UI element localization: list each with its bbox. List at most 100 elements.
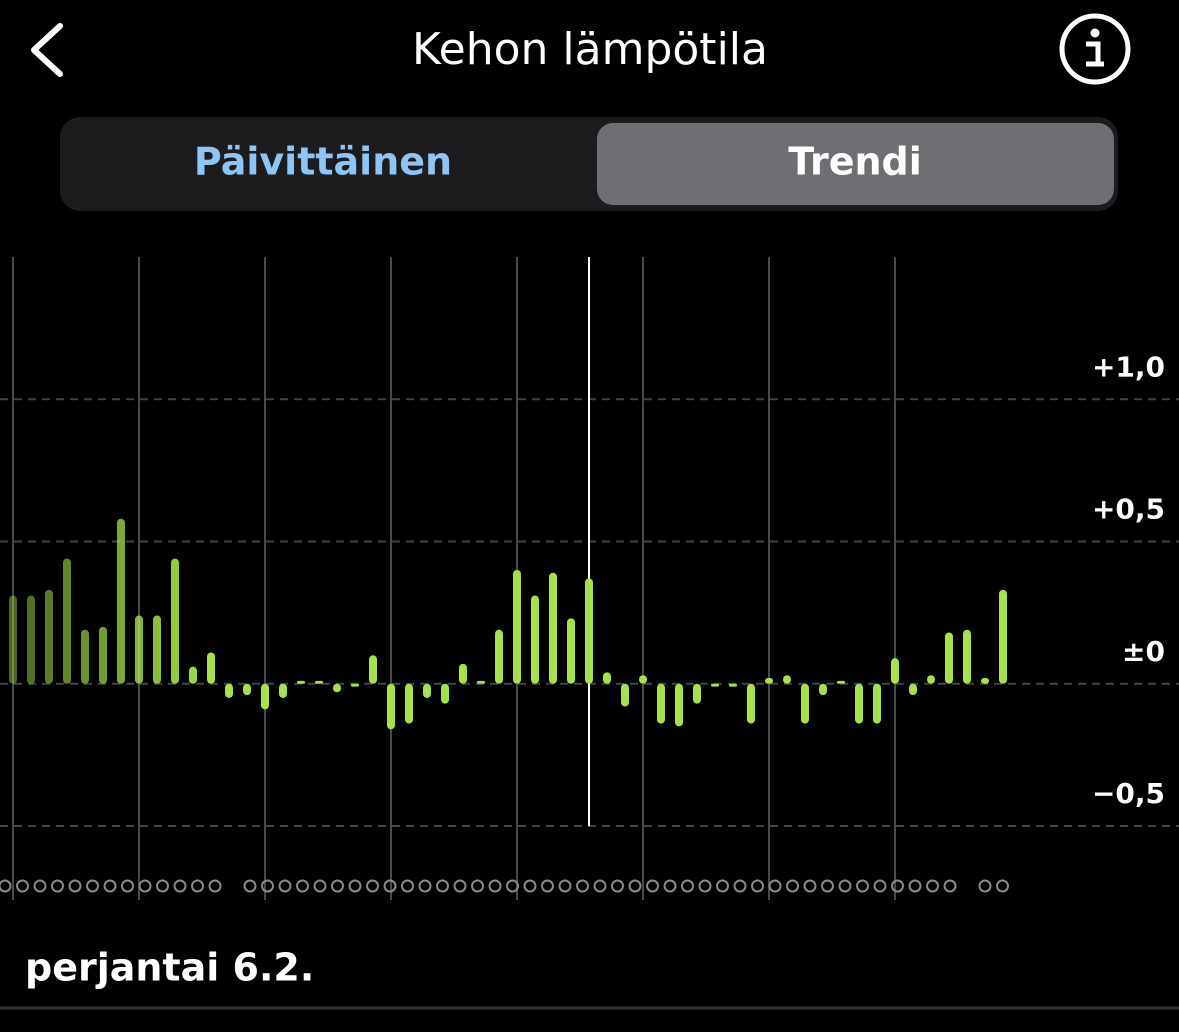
bar bbox=[243, 683, 251, 696]
bar bbox=[801, 683, 809, 724]
bar bbox=[873, 683, 881, 724]
status-dot bbox=[996, 879, 1009, 893]
bar bbox=[855, 683, 863, 724]
status-dot bbox=[208, 879, 222, 893]
bar bbox=[891, 658, 899, 684]
status-dot bbox=[926, 879, 939, 893]
bar bbox=[279, 683, 287, 698]
status-dot bbox=[751, 879, 764, 893]
status-dot bbox=[173, 879, 187, 893]
selected-date: perjantai 6.2. bbox=[25, 946, 314, 990]
bar bbox=[171, 558, 179, 684]
info-button[interactable] bbox=[1059, 13, 1131, 85]
status-dot bbox=[243, 879, 257, 893]
status-dot bbox=[121, 879, 134, 893]
status-dot bbox=[856, 879, 869, 893]
bar bbox=[765, 678, 773, 684]
bar bbox=[603, 672, 611, 684]
status-dot bbox=[138, 879, 152, 893]
status-dot bbox=[716, 879, 729, 893]
status-dot bbox=[348, 879, 362, 893]
status-dot bbox=[68, 879, 82, 893]
bar bbox=[261, 683, 269, 710]
selected-segment bbox=[597, 123, 1114, 205]
bar bbox=[549, 572, 557, 684]
y-tick-label: +1,0 bbox=[1092, 350, 1165, 383]
status-dot bbox=[628, 879, 642, 893]
bar bbox=[783, 675, 791, 684]
bar bbox=[441, 683, 449, 704]
status-dot bbox=[51, 879, 64, 893]
bar bbox=[315, 680, 323, 684]
status-dot bbox=[261, 879, 274, 893]
bar bbox=[999, 589, 1007, 684]
bar bbox=[45, 589, 53, 684]
tab[interactable]: Päivittäinen bbox=[194, 140, 452, 184]
status-dot bbox=[331, 879, 344, 893]
tab[interactable]: Trendi bbox=[788, 140, 922, 184]
status-dot bbox=[803, 879, 817, 893]
bar bbox=[747, 683, 755, 724]
status-dot bbox=[541, 879, 554, 893]
bar bbox=[621, 683, 629, 707]
bar bbox=[981, 678, 989, 684]
bar bbox=[423, 683, 431, 698]
bar bbox=[495, 629, 503, 684]
status-dot bbox=[943, 879, 957, 893]
bar bbox=[459, 663, 467, 684]
status-dot bbox=[86, 879, 99, 893]
bar bbox=[675, 683, 683, 727]
y-tick-label: −0,5 bbox=[1092, 777, 1165, 810]
bar bbox=[837, 680, 845, 684]
status-dot bbox=[663, 879, 677, 893]
bar bbox=[189, 666, 197, 684]
status-dot bbox=[383, 879, 397, 893]
bar bbox=[405, 683, 413, 724]
bar bbox=[657, 683, 665, 724]
status-dot bbox=[523, 879, 537, 893]
status-dot bbox=[296, 879, 309, 893]
bar bbox=[693, 683, 701, 704]
bar bbox=[135, 615, 143, 684]
status-dot bbox=[156, 879, 169, 893]
info-circle bbox=[1059, 13, 1131, 85]
back-button[interactable] bbox=[31, 23, 63, 77]
status-dot bbox=[16, 879, 29, 893]
bar bbox=[909, 683, 917, 696]
bar bbox=[387, 683, 395, 730]
status-dot bbox=[506, 879, 519, 893]
status-dot bbox=[611, 879, 624, 893]
status-dot bbox=[366, 879, 379, 893]
bar bbox=[369, 655, 377, 684]
bar bbox=[567, 618, 575, 684]
status-dot bbox=[593, 879, 607, 893]
status-dot bbox=[786, 879, 799, 893]
status-dot bbox=[401, 879, 414, 893]
status-dot bbox=[103, 879, 117, 893]
status-dot bbox=[418, 879, 432, 893]
chart: +1,0 +0,5 ±0 −0,5 bbox=[0, 257, 1179, 900]
y-tick-label: ±0 bbox=[1122, 635, 1165, 668]
status-dot bbox=[681, 879, 694, 893]
status-dot bbox=[646, 879, 659, 893]
bar bbox=[297, 680, 305, 684]
bar bbox=[729, 683, 737, 687]
bar bbox=[81, 629, 89, 684]
bar bbox=[531, 595, 539, 684]
bar bbox=[117, 518, 125, 684]
y-tick-label: +0,5 bbox=[1092, 493, 1165, 526]
bar bbox=[711, 683, 719, 687]
bar bbox=[819, 683, 827, 696]
status-dot bbox=[278, 879, 292, 893]
bar bbox=[153, 615, 161, 684]
bar bbox=[351, 683, 359, 687]
status-dot bbox=[873, 879, 887, 893]
screen-title: Kehon lämpötila bbox=[412, 24, 768, 75]
bar bbox=[63, 558, 71, 684]
status-dot bbox=[313, 879, 327, 893]
bar bbox=[963, 629, 971, 684]
bar bbox=[585, 578, 593, 684]
status-dot bbox=[471, 879, 484, 893]
